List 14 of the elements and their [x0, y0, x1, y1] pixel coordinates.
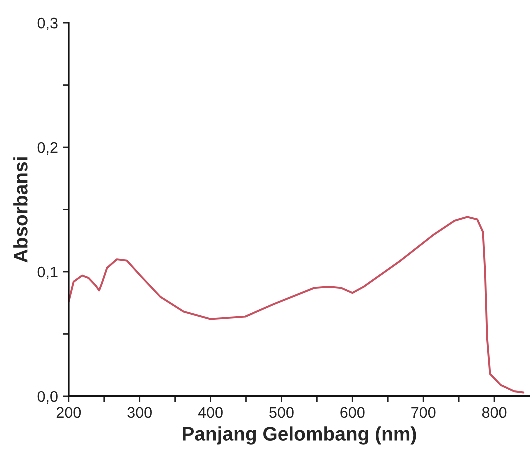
- x-tick-label: 200: [56, 407, 82, 418]
- x-tick-label: 300: [128, 407, 152, 418]
- x-tick-label: 400: [198, 407, 223, 418]
- x-axis-title: Panjang Gelombang (nm): [183, 426, 416, 445]
- y-tick-label: 0,2: [38, 142, 58, 156]
- y-tick-label: 0,0: [38, 391, 58, 404]
- x-tick-label: 600: [340, 407, 365, 418]
- x-tick-label: 500: [270, 407, 294, 418]
- x-tick-label: 700: [412, 407, 436, 418]
- y-tick-label: 0,3: [38, 18, 58, 31]
- y-tick-label: 0,1: [38, 266, 58, 280]
- x-tick-label: 800: [482, 407, 507, 418]
- y-axis-title: Absorbansi: [14, 158, 28, 263]
- line-series: [68, 216, 525, 394]
